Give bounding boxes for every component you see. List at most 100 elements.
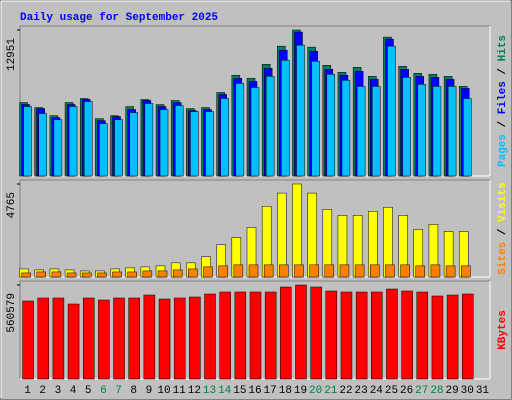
x-tick-label: 20 [309, 385, 322, 397]
bar [143, 294, 156, 380]
bar [432, 86, 442, 177]
legend-entry: KBytes [497, 310, 509, 350]
bar [354, 264, 365, 278]
bar [417, 84, 427, 177]
bar [311, 60, 320, 177]
bar [114, 119, 123, 177]
x-tick-label: 27 [415, 385, 428, 397]
bar [431, 295, 444, 380]
bar [387, 45, 396, 177]
legend: KBytes [497, 310, 509, 350]
bar [83, 101, 93, 177]
bar [22, 300, 34, 380]
bar [21, 272, 31, 278]
bar [400, 264, 410, 278]
x-tick-label: 1 [24, 385, 31, 397]
bar [205, 111, 214, 177]
x-tick-label: 2 [39, 385, 46, 397]
bar [188, 268, 198, 278]
bar [52, 297, 65, 380]
bar [129, 112, 138, 177]
bar [128, 297, 140, 380]
x-tick-label: 11 [173, 385, 187, 397]
bar [204, 293, 216, 380]
x-tick-label: 24 [370, 385, 384, 397]
bar [280, 286, 292, 380]
bar [23, 106, 32, 177]
bar [355, 291, 368, 380]
bar [51, 271, 62, 278]
bar [385, 264, 395, 278]
bar [341, 80, 351, 177]
bar [174, 105, 184, 177]
x-tick-label: 9 [146, 385, 153, 397]
bar [159, 109, 169, 177]
bar [309, 264, 319, 278]
bar [277, 192, 287, 278]
legend-entry: Sites [497, 242, 509, 275]
bar [296, 44, 305, 177]
bar [310, 286, 322, 380]
bar [112, 271, 122, 278]
bar [279, 264, 289, 278]
bar [386, 288, 398, 380]
bar [190, 111, 199, 177]
y-tick-label: 4765 [6, 192, 18, 218]
bar [219, 291, 231, 380]
bar [401, 290, 413, 380]
x-tick-label: 25 [385, 385, 398, 397]
bar [248, 264, 259, 278]
bar [295, 284, 307, 380]
x-tick-label: 16 [248, 385, 261, 397]
bar [53, 119, 63, 177]
bar [235, 83, 245, 177]
bar [142, 270, 153, 278]
bar [172, 269, 183, 278]
bar [415, 265, 426, 278]
bar [356, 86, 366, 177]
bar [326, 74, 336, 177]
x-tick-label: 31 [476, 385, 490, 397]
x-tick-label: 12 [188, 385, 201, 397]
x-tick-label: 23 [355, 385, 368, 397]
bar [339, 264, 350, 278]
x-tick-label: 15 [233, 385, 246, 397]
bar [281, 59, 290, 177]
bar [265, 76, 275, 177]
legend-separator: / [497, 222, 509, 242]
x-tick-label: 14 [218, 385, 232, 397]
bar [157, 270, 168, 278]
bar [220, 98, 229, 177]
bar [99, 123, 108, 177]
bar [68, 106, 78, 177]
x-tick-label: 17 [264, 385, 277, 397]
bar [127, 271, 137, 278]
x-tick-label: 8 [130, 385, 137, 397]
bar [263, 264, 274, 278]
x-tick-label: 28 [430, 385, 443, 397]
bar [370, 264, 380, 278]
chart-title: Daily usage for September 2025 [20, 12, 218, 24]
bar [340, 291, 353, 380]
y-tick-label: 12951 [6, 38, 18, 71]
x-tick-label: 13 [203, 385, 216, 397]
bar [461, 265, 471, 278]
bar [250, 87, 260, 177]
x-tick-label: 30 [461, 385, 474, 397]
bar [371, 291, 383, 380]
x-tick-label: 10 [157, 385, 170, 397]
x-tick-label: 22 [339, 385, 352, 397]
bar [37, 297, 49, 380]
bar [292, 183, 302, 278]
bar [446, 294, 459, 380]
bar [38, 113, 47, 177]
x-tick-label: 3 [55, 385, 62, 397]
bar [173, 297, 186, 380]
bar [98, 299, 110, 380]
x-tick-label: 4 [70, 385, 77, 397]
bar [294, 264, 304, 278]
bar [144, 103, 154, 177]
legend-separator: / [497, 114, 509, 134]
bar [462, 293, 474, 380]
